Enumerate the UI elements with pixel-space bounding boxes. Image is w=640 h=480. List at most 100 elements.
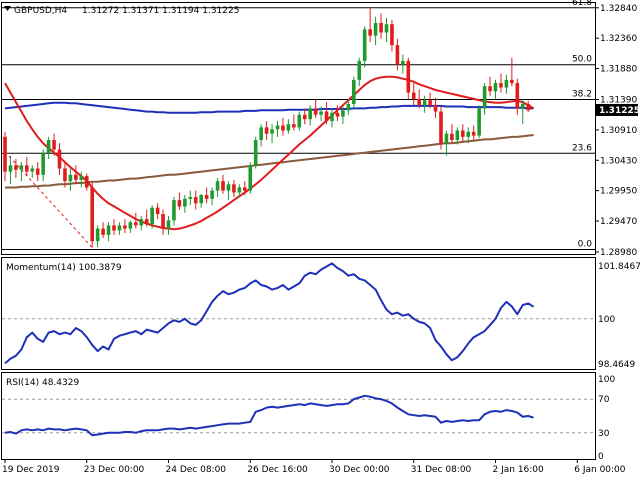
price-axis-label: 1.29470 xyxy=(600,217,637,227)
candle-body xyxy=(341,110,345,117)
candle-body xyxy=(286,124,291,131)
price-axis-label: 1.31880 xyxy=(600,65,637,75)
axes-layer: 1.32840 1.32360 1.31880 1.31390 1.30910 1.304… xyxy=(2,4,640,475)
candle-body xyxy=(411,92,416,99)
candle-body xyxy=(106,225,111,235)
candle-body xyxy=(25,165,29,172)
candle-body xyxy=(215,181,220,191)
candle-body xyxy=(461,130,465,137)
x-axis-label: 6 Jan 00:00 xyxy=(574,465,626,475)
candle-body xyxy=(493,83,498,92)
candle-body xyxy=(253,140,258,166)
candle-body xyxy=(510,79,514,84)
candle-body xyxy=(199,195,203,204)
candle-body xyxy=(362,29,367,61)
fib-label-38.2: 38.2 xyxy=(572,90,592,100)
candle-body xyxy=(444,133,449,144)
candle-body xyxy=(57,149,62,169)
candle-body xyxy=(373,22,378,36)
candle-body xyxy=(79,176,84,180)
price-axis-label: 1.31390 xyxy=(600,96,637,106)
candle-body xyxy=(275,125,280,130)
candle-body xyxy=(450,133,454,141)
candle-body xyxy=(90,187,94,242)
candle-body xyxy=(482,86,487,109)
trend-line xyxy=(4,151,93,248)
candle-body xyxy=(526,103,530,111)
candle-body xyxy=(117,225,122,231)
candle-body xyxy=(406,60,411,93)
x-axis-label: 23 Dec 00:00 xyxy=(84,465,145,475)
candle-body xyxy=(319,111,323,115)
candle-body xyxy=(139,219,144,226)
candle-body xyxy=(243,187,247,191)
candle-body xyxy=(422,100,427,106)
candle-body xyxy=(14,165,18,170)
candle-body xyxy=(177,200,182,207)
candle-body xyxy=(128,222,133,229)
ma-long-line xyxy=(5,134,534,189)
candle-body xyxy=(183,198,187,207)
candle-body xyxy=(477,108,481,136)
candle-body xyxy=(499,83,503,88)
current-price-tag-text: 1.31225 xyxy=(599,106,640,116)
candle-body xyxy=(84,176,89,188)
candle-body xyxy=(308,108,312,120)
candle-body xyxy=(30,168,35,172)
price-axis-label: 1.29950 xyxy=(600,187,637,197)
candle-body xyxy=(35,168,40,175)
momentum-layer xyxy=(2,262,595,365)
momentum-panel-frame xyxy=(1,257,596,370)
candle-body xyxy=(368,29,372,36)
candle-body xyxy=(313,108,318,115)
rsi-axis-label: 0 xyxy=(598,452,604,462)
candle-body xyxy=(8,165,13,172)
candle-body xyxy=(379,22,383,33)
momentum-axis-label: 100 xyxy=(598,315,615,325)
price-axis-label: 1.30430 xyxy=(600,156,637,166)
candle-body xyxy=(101,228,105,235)
candle-body xyxy=(433,105,438,112)
candle-body xyxy=(281,125,285,131)
x-axis-label: 19 Dec 2019 xyxy=(2,465,60,475)
candle-body xyxy=(19,165,24,170)
candle-body xyxy=(471,131,476,136)
x-axis-label: 2 Jan 16:00 xyxy=(493,465,545,475)
price-layer: 61.8 50.0 38.2 23.6 0.0 xyxy=(2,0,595,250)
candle-body xyxy=(335,112,340,117)
price-axis-label: 1.30910 xyxy=(600,126,637,136)
candle-body xyxy=(395,45,400,65)
chart-ohlc: 1.31272 1.31371 1.31194 1.31225 xyxy=(82,6,239,16)
candle-body xyxy=(520,103,525,109)
candle-body xyxy=(302,114,307,120)
price-axis-label: 1.32360 xyxy=(600,34,637,44)
price-axis-label: 1.28980 xyxy=(600,248,637,258)
x-axis-label: 24 Dec 08:00 xyxy=(166,465,227,475)
ma-slow-line xyxy=(4,101,534,114)
candle-body xyxy=(248,165,253,191)
candle-body xyxy=(210,190,214,199)
candle-body xyxy=(346,103,351,111)
rsi-layer xyxy=(2,394,595,437)
candle-body xyxy=(112,225,116,231)
candle-body xyxy=(259,127,263,141)
candle-body xyxy=(161,214,165,229)
candle-body xyxy=(68,174,73,182)
price-panel-frame xyxy=(1,2,596,255)
candle-body xyxy=(352,79,356,104)
candle-body xyxy=(188,196,193,199)
candle-body xyxy=(134,222,138,226)
rsi-line xyxy=(4,394,534,437)
x-axis-label: 30 Dec 00:00 xyxy=(329,465,390,475)
candle-body xyxy=(123,225,127,229)
momentum-title: Momentum(14) 100.3879 xyxy=(6,263,122,273)
candle-body xyxy=(226,184,231,191)
candle-body xyxy=(155,207,160,215)
candle-body xyxy=(357,60,362,80)
candle-body xyxy=(52,140,56,150)
x-axis-label: 26 Dec 16:00 xyxy=(247,465,308,475)
candle-body xyxy=(63,168,67,182)
collapse-triangle-icon[interactable] xyxy=(4,6,11,11)
candle-body xyxy=(515,83,520,109)
